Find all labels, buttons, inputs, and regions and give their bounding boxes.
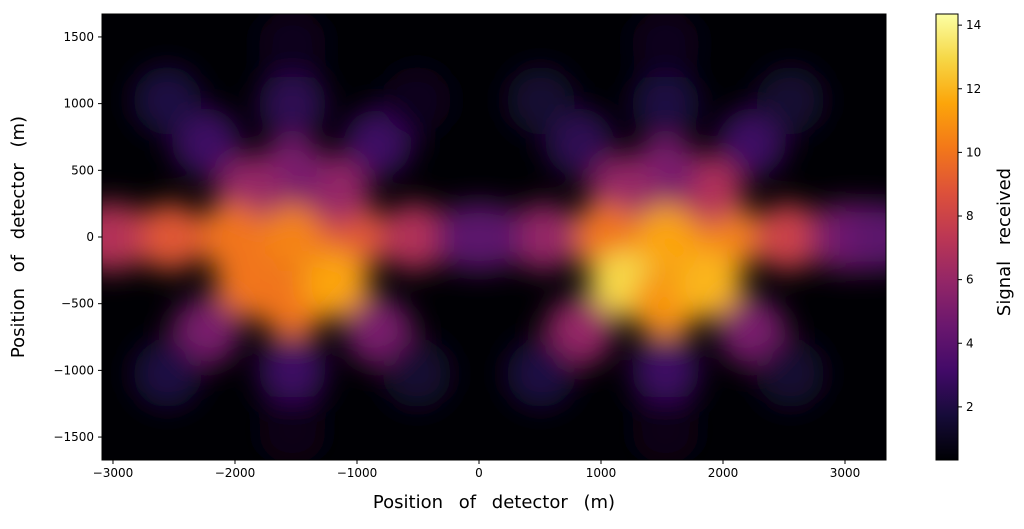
y-tick-label: −500: [61, 297, 94, 311]
data-point: [301, 250, 370, 319]
data-point: [756, 66, 825, 135]
data-point: [509, 203, 578, 271]
data-point: [506, 66, 575, 135]
data-point: [436, 203, 505, 271]
x-tick-label: −3000: [93, 466, 134, 480]
data-point: [133, 66, 202, 135]
data-point: [102, 203, 138, 271]
colorbar-label: Signal received: [994, 168, 1015, 316]
x-tick-label: 3000: [830, 466, 861, 480]
y-tick-label: −1500: [53, 430, 94, 444]
data-point: [258, 336, 327, 405]
data-point: [258, 69, 327, 138]
colorbar-tick-label: 2: [966, 400, 974, 414]
data-point: [258, 396, 327, 460]
colorbar-tick-label: 10: [966, 145, 981, 159]
x-tick-label: 1000: [586, 466, 617, 480]
colorbar-tick-label: 14: [966, 18, 981, 32]
y-tick-label: 0: [86, 230, 94, 244]
y-tick-label: 500: [71, 163, 94, 177]
point-layer: [102, 14, 886, 460]
colorbar-tick-label: 4: [966, 336, 974, 350]
y-axis-label: Position of detector (m): [8, 116, 29, 358]
x-axis-label: Position of detector (m): [373, 492, 615, 513]
y-tick-label: 1500: [63, 30, 94, 44]
colorbar-tick-label: 12: [966, 82, 981, 96]
data-point: [850, 203, 886, 271]
data-point: [753, 203, 822, 271]
data-point: [133, 339, 202, 408]
colorbar: [935, 13, 959, 461]
x-tick-label: −2000: [215, 466, 256, 480]
y-tick-label: 1000: [63, 97, 94, 111]
data-point: [383, 66, 452, 135]
data-point: [383, 339, 452, 408]
points: [102, 14, 886, 460]
data-point: [631, 396, 700, 460]
data-point: [258, 203, 327, 271]
data-point: [506, 339, 575, 408]
colorbar-tick-label: 8: [966, 209, 974, 223]
data-point: [756, 339, 825, 408]
data-point: [631, 14, 700, 78]
data-point: [258, 14, 327, 78]
data-point: [631, 69, 700, 138]
data-point: [631, 336, 700, 405]
colorbar-tick-label: 6: [966, 273, 974, 287]
x-tick-label: 0: [475, 466, 483, 480]
data-point: [380, 203, 449, 271]
y-tick-label: −1000: [53, 363, 94, 377]
data-point: [136, 203, 205, 271]
data-point: [631, 203, 700, 271]
data-point: [674, 250, 743, 319]
x-tick-label: 2000: [708, 466, 739, 480]
x-tick-label: −1000: [337, 466, 378, 480]
